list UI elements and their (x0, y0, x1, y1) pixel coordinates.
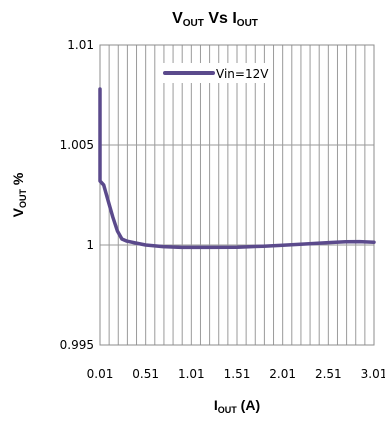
x-tick-labels: 0.01 0.51 1.01 1.51 2.01 2.51 3.01 (87, 367, 385, 381)
y-tick-label: 0.995 (60, 338, 94, 352)
x-tick-label: 0.51 (132, 367, 159, 381)
x-tick-label: 1.01 (178, 367, 205, 381)
xlabel-units: (A) (237, 397, 260, 413)
x-axis-label: IOUT (A) (214, 397, 260, 415)
ylabel-subscript: OUT (18, 189, 28, 209)
chart-title: VOUT Vs IOUT (172, 10, 258, 29)
y-tick-label: 1.01 (67, 38, 94, 52)
ylabel-units: % (10, 172, 26, 189)
legend-label: Vin=12V (216, 67, 269, 81)
x-tick-label: 0.01 (87, 367, 114, 381)
series-line (98, 87, 376, 250)
title-vs: Vs (204, 10, 232, 27)
x-tick-label: 2.51 (315, 367, 342, 381)
y-tick-label: 1.005 (60, 138, 94, 152)
x-tick-label: 2.01 (269, 367, 296, 381)
x-tick-label: 1.51 (224, 367, 251, 381)
xlabel-base: I (214, 397, 218, 413)
legend: Vin=12V (160, 63, 270, 83)
series-layer (98, 87, 376, 250)
title-i-base: I (232, 10, 236, 27)
title-v-subscript: OUT (183, 18, 204, 29)
y-axis-label: VOUT % (10, 172, 28, 217)
y-tick-labels: 0.995 1 1.005 1.01 (60, 38, 94, 352)
xlabel-subscript: OUT (218, 405, 238, 415)
title-v-base: V (172, 10, 183, 27)
plot-border (99, 44, 375, 346)
title-i-subscript: OUT (237, 18, 258, 29)
x-tick-label: 3.01 (361, 367, 385, 381)
ylabel-base: V (10, 207, 26, 217)
y-tick-label: 1 (86, 238, 94, 252)
